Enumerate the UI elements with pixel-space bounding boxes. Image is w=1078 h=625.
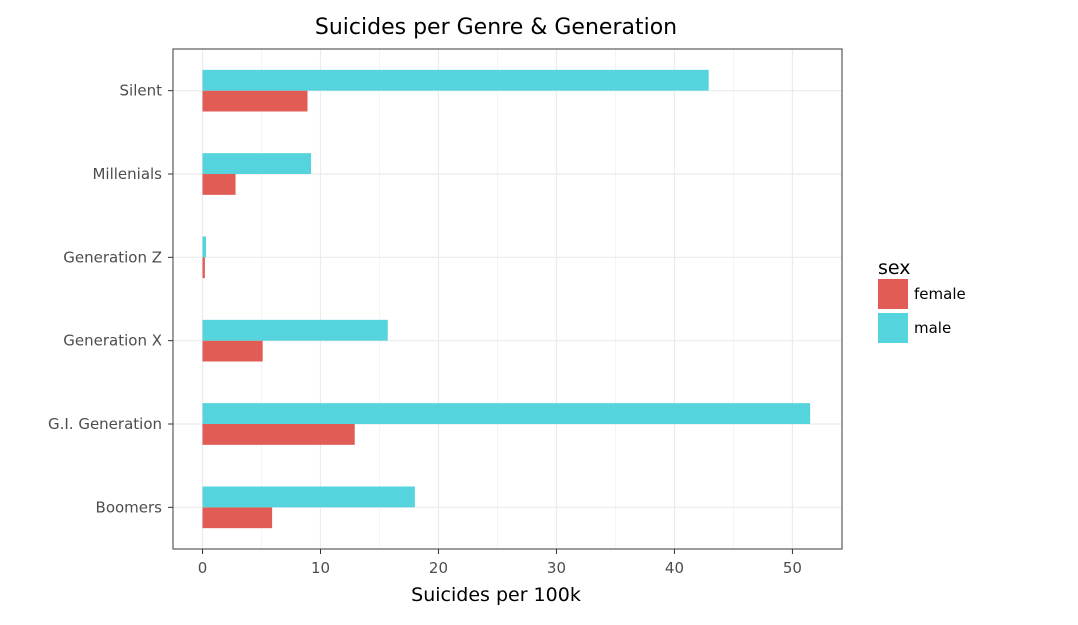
legend-label-male: male [914, 319, 951, 337]
bar-male-boomers [202, 486, 415, 508]
bar-male-millenials [202, 153, 312, 174]
x-axis-title: Suicides per 100k [411, 584, 581, 606]
chart-title: Suicides per Genre & Generation [315, 15, 677, 40]
x-tick-label: 10 [311, 559, 330, 577]
x-axis: 0 10 20 30 40 50 [198, 549, 802, 577]
y-tick-label: Boomers [96, 498, 163, 516]
plot-background [173, 49, 842, 549]
grid [173, 49, 842, 549]
legend: sex female male [878, 257, 966, 343]
legend-key-male [878, 313, 908, 343]
y-axis: Boomers G.I. Generation Generation X Genera… [48, 82, 173, 516]
x-tick-label: 50 [783, 559, 802, 577]
x-tick-label: 20 [429, 559, 448, 577]
x-tick-label: 30 [547, 559, 566, 577]
y-tick-label: Millenials [92, 165, 162, 183]
bar-male-g-i-generation [202, 403, 811, 424]
y-tick-label: Generation X [63, 332, 162, 350]
x-tick-label: 0 [198, 559, 208, 577]
bars [202, 69, 811, 529]
y-tick-label: G.I. Generation [48, 415, 162, 433]
legend-title: sex [878, 257, 911, 279]
bar-female-boomers [202, 507, 273, 529]
y-tick-label: Generation Z [63, 248, 162, 266]
bar-female-silent [202, 90, 308, 112]
bar-female-g-i-generation [202, 424, 355, 445]
bar-female-generation-z [202, 257, 205, 279]
bar-female-millenials [202, 174, 236, 195]
bar-male-generation-z [202, 236, 207, 258]
legend-label-female: female [914, 285, 966, 303]
bar-male-generation-x [202, 319, 388, 341]
bar-male-silent [202, 69, 709, 91]
x-tick-label: 40 [665, 559, 684, 577]
bar-female-generation-x [202, 340, 263, 362]
legend-key-female [878, 279, 908, 309]
y-tick-label: Silent [120, 82, 163, 100]
plot-border [172, 48, 843, 550]
